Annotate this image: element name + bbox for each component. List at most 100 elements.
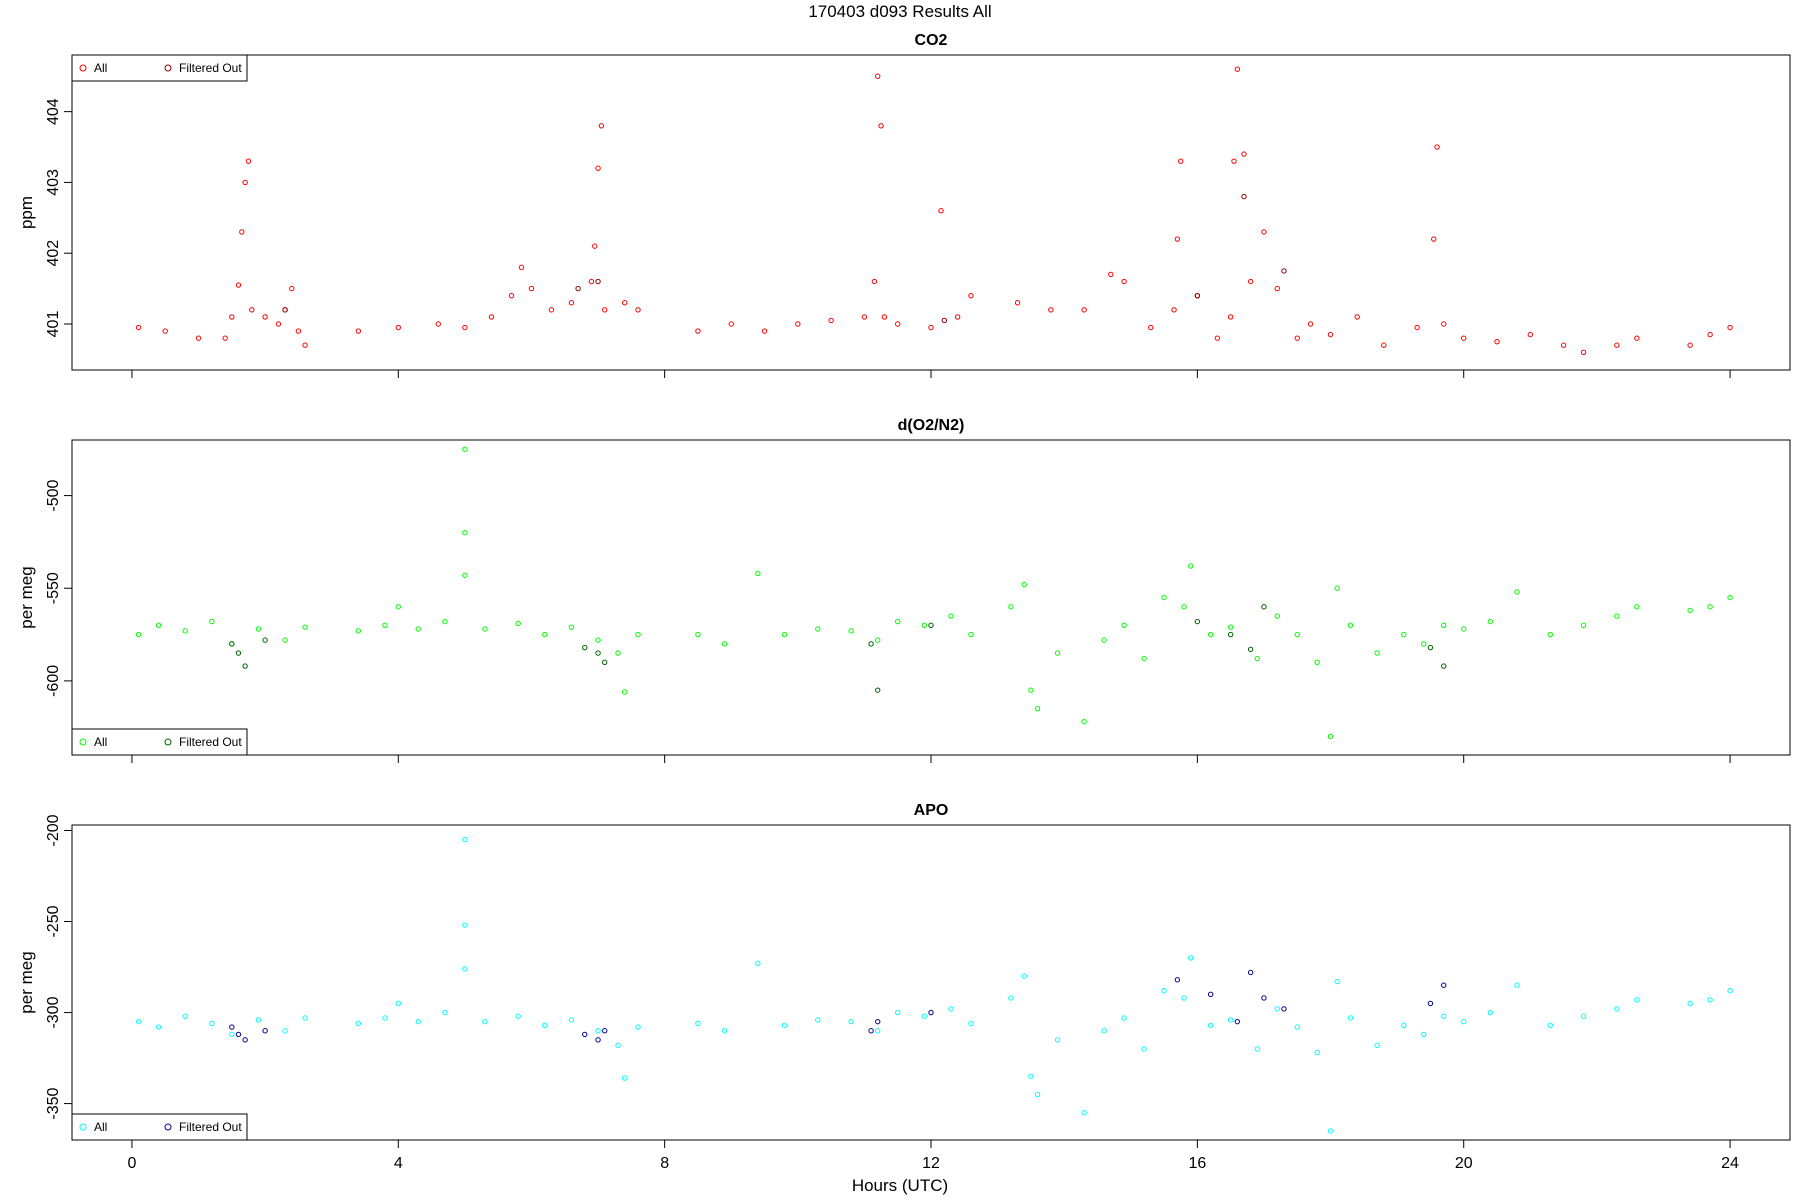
apo-x-tick-label: 4: [394, 1155, 403, 1170]
co2-point-all: [602, 307, 608, 313]
apo-legend-marker: [164, 1123, 172, 1131]
apo-point-all: [1327, 1128, 1334, 1134]
apo-point-all: [515, 1013, 521, 1019]
co2-point-all: [635, 307, 641, 313]
apo-point-filtered: [262, 1028, 268, 1034]
co2-point-filtered: [282, 307, 288, 313]
co2-point-all: [1381, 342, 1387, 348]
apo-point-all: [462, 922, 468, 928]
o2n2-point-all: [721, 641, 728, 647]
co2-point-all: [1354, 314, 1360, 320]
apo-point-all: [948, 1006, 954, 1012]
co2-point-all: [1441, 321, 1447, 327]
co2-point-all: [875, 73, 881, 79]
o2n2-legend-marker: [79, 738, 87, 746]
co2-chart-title: CO2: [915, 32, 948, 49]
o2n2-point-all: [1161, 594, 1167, 601]
apo-point-all: [1441, 1013, 1447, 1019]
co2-point-all: [1014, 300, 1021, 306]
apo-point-all: [1274, 1006, 1280, 1012]
o2n2-point-all: [382, 622, 388, 628]
co2-point-all: [262, 314, 268, 320]
co2-point-all: [881, 314, 888, 320]
o2n2-point-filtered: [875, 687, 881, 693]
co2-point-all: [1241, 151, 1247, 157]
co2-point-all: [162, 328, 168, 334]
co2-point-all: [588, 278, 595, 285]
apo-point-all: [1161, 987, 1167, 994]
apo-point-all: [1614, 1006, 1620, 1012]
apo-point-all: [1580, 1013, 1587, 1019]
co2-point-all: [528, 285, 535, 292]
o2n2-point-all: [1187, 563, 1194, 569]
o2n2-point-all: [1101, 637, 1107, 643]
o2n2-point-all: [415, 626, 421, 632]
o2n2-point-all: [1421, 641, 1427, 647]
apo-point-all: [1227, 1017, 1234, 1023]
apo-legend-marker: [79, 1123, 87, 1131]
co2-point-all: [1234, 66, 1241, 72]
apo-point-all: [1028, 1073, 1034, 1079]
apo-point-all: [895, 1009, 901, 1016]
apo-point-all: [1254, 1046, 1260, 1052]
o2n2-point-all: [182, 628, 188, 634]
co2-point-all: [954, 314, 961, 320]
o2n2-plot-frame: [71, 439, 1791, 756]
o2n2-point-filtered: [1427, 644, 1434, 651]
apo-point-all: [755, 960, 761, 967]
o2n2-point-filtered: [1441, 663, 1447, 669]
o2n2-point-all: [395, 604, 401, 610]
co2-point-all: [1171, 307, 1177, 313]
co2-point-all: [242, 179, 248, 186]
o2n2-point-all: [155, 622, 162, 628]
co2-point-all: [895, 321, 901, 327]
o2n2-point-all: [302, 624, 308, 630]
co2-point-all: [302, 342, 308, 348]
o2n2-point-all: [1334, 585, 1340, 591]
apo-point-all: [182, 1013, 188, 1019]
apo-point-all: [1207, 1022, 1214, 1028]
co2-point-all: [928, 324, 934, 331]
apo-point-all: [1461, 1018, 1467, 1025]
o2n2-chart-title: d(O2/N2): [898, 417, 965, 434]
apo-point-all: [209, 1020, 215, 1027]
co2-point-all: [621, 300, 628, 306]
o2n2-point-all: [1314, 659, 1320, 666]
apo-point-all: [615, 1042, 621, 1049]
apo-plot-frame: [71, 824, 1791, 1141]
apo-x-tick-label: 20: [1455, 1155, 1473, 1170]
apo-point-filtered: [235, 1031, 242, 1038]
apo-point-all: [229, 1031, 235, 1038]
o2n2-legend-marker: [164, 738, 172, 746]
o2n2-panel: d(O2/N2)per meg04812162024-500-550-600Al…: [17, 417, 1791, 763]
o2n2-point-all: [875, 637, 881, 643]
o2n2-point-filtered: [868, 641, 874, 647]
o2n2-point-all: [615, 650, 621, 656]
apo-point-filtered: [928, 1009, 934, 1016]
apo-point-all: [695, 1020, 701, 1027]
o2n2-y-tick-label: -600: [45, 665, 62, 697]
o2n2-point-filtered: [595, 650, 601, 656]
apo-point-filtered: [1174, 977, 1181, 983]
co2-plot-frame: [71, 54, 1791, 371]
co2-panel: CO2ppm04812162024401402403404AllFiltered…: [17, 32, 1791, 378]
co2-point-all: [229, 314, 235, 320]
apo-point-all: [1181, 995, 1187, 1001]
apo-point-all: [1121, 1015, 1127, 1021]
o2n2-point-all: [1121, 622, 1127, 628]
apo-point-all: [1687, 1000, 1693, 1007]
apo-point-all: [921, 1013, 928, 1019]
o2n2-point-all: [695, 631, 701, 638]
o2n2-legend-label: All: [94, 735, 107, 749]
co2-point-all: [1081, 307, 1087, 313]
apo-point-all: [848, 1018, 854, 1025]
apo-point-all: [542, 1022, 548, 1028]
o2n2-point-all: [515, 620, 521, 627]
apo-panel: APO per meg 0 4 8 12 16 20 24 -200 -250 -300 -350 All…: [17, 802, 1791, 1170]
apo-point-all: [815, 1017, 821, 1023]
co2-point-filtered: [595, 278, 601, 285]
o2n2-point-all: [482, 626, 488, 632]
co2-point-all: [728, 321, 734, 327]
apo-point-all: [302, 1015, 308, 1021]
o2n2-points: [135, 446, 1733, 740]
